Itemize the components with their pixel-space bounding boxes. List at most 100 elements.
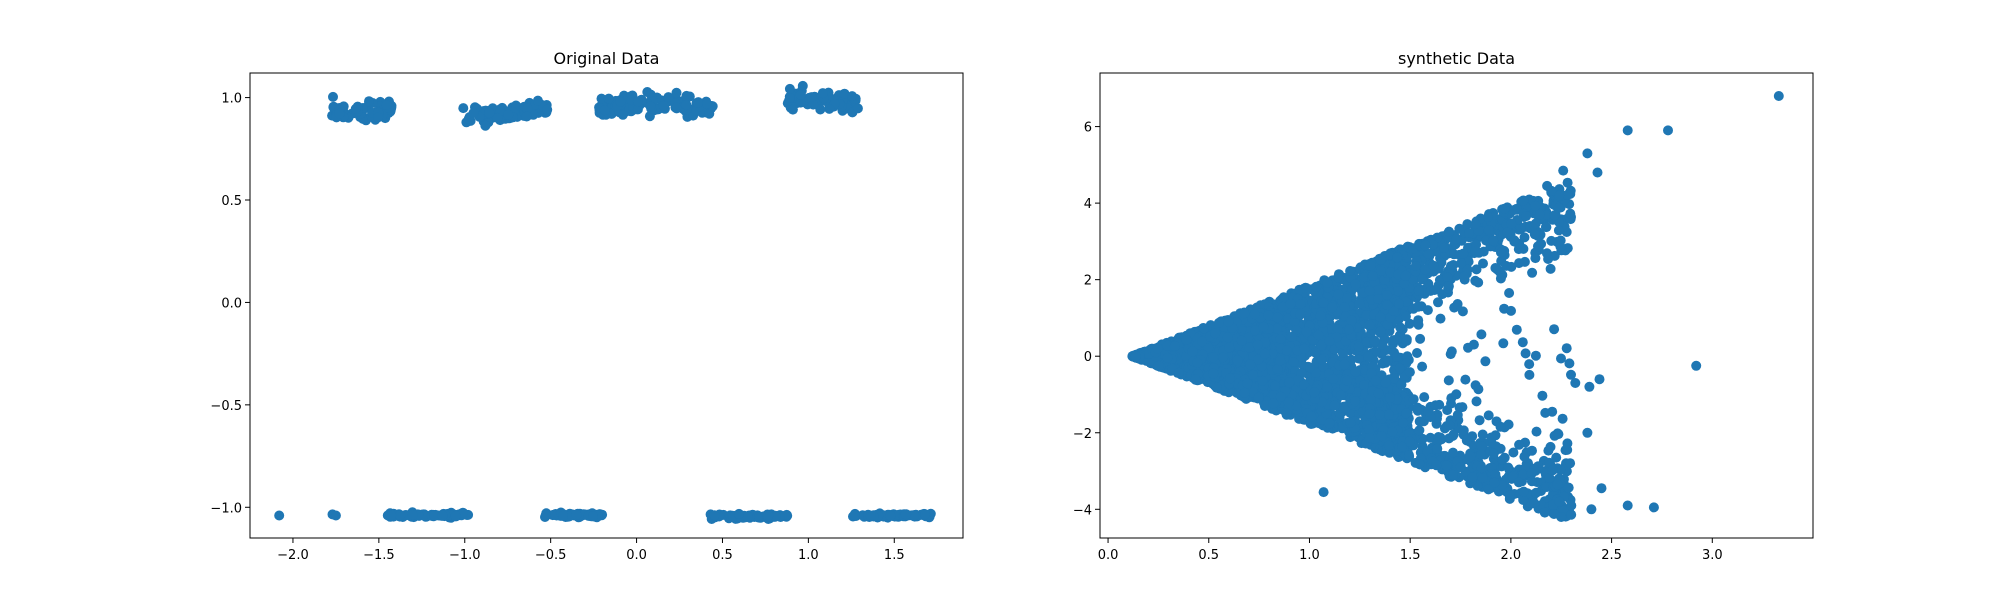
data-point (1286, 331, 1297, 342)
x-tick-label: −2.0 (277, 548, 309, 563)
data-point (1299, 379, 1310, 390)
data-point (1375, 312, 1386, 323)
data-point (797, 80, 808, 91)
data-point (1417, 361, 1428, 372)
data-point (1152, 343, 1163, 354)
data-point (1375, 254, 1386, 265)
data-point (734, 508, 744, 519)
data-point (1519, 232, 1530, 243)
data-point (1441, 460, 1452, 471)
data-point (1549, 210, 1560, 221)
data-point (1530, 200, 1541, 211)
data-point (1542, 180, 1553, 191)
data-point (1395, 322, 1406, 333)
data-point (1364, 433, 1375, 444)
data-point (1339, 359, 1350, 370)
data-point (1521, 211, 1532, 222)
data-point (1497, 455, 1508, 465)
data-point (1268, 398, 1279, 409)
x-tick-label: 0.0 (626, 548, 647, 563)
data-point (1363, 351, 1374, 362)
data-point (824, 103, 835, 114)
data-point (632, 104, 643, 115)
data-point (1373, 293, 1384, 304)
data-point (1422, 305, 1433, 316)
data-point (1490, 263, 1501, 273)
data-point (787, 104, 798, 115)
data-point (1428, 260, 1439, 271)
data-point (1284, 377, 1295, 388)
data-point (1367, 271, 1378, 281)
data-point (540, 510, 551, 521)
original-data-subplot: Original Data −2.0 −1.5 −1.0 −0.5 0.0 0.5 1.0 1… (210, 49, 964, 563)
data-point (588, 511, 598, 522)
data-point (1553, 202, 1564, 213)
data-point (1342, 375, 1353, 386)
data-point (1506, 218, 1517, 229)
data-point (1322, 277, 1333, 288)
data-point (1399, 278, 1410, 289)
data-point (1457, 306, 1468, 317)
data-point (1311, 281, 1322, 292)
data-point (1213, 317, 1224, 328)
data-point (1458, 248, 1469, 259)
data-point (492, 112, 503, 123)
y-axis: −1.0 −0.5 0.0 0.5 1.0 (210, 92, 250, 516)
subplot-title: synthetic Data (1398, 49, 1515, 68)
data-point (1413, 319, 1424, 330)
data-point (395, 510, 406, 521)
data-point (1451, 234, 1462, 245)
data-point (1555, 241, 1566, 252)
data-point (1517, 337, 1528, 348)
data-point (1434, 399, 1445, 410)
data-point (1324, 336, 1335, 346)
data-point (429, 510, 440, 521)
data-point (1483, 410, 1494, 421)
data-point (1414, 458, 1425, 469)
data-point (1460, 374, 1471, 385)
data-point (1376, 431, 1387, 442)
data-point (1353, 353, 1364, 364)
data-point (1420, 240, 1431, 251)
data-point (1420, 264, 1431, 275)
data-point (1530, 253, 1541, 264)
data-point (334, 108, 345, 119)
data-point (1389, 373, 1400, 384)
data-point (1432, 443, 1443, 454)
x-tick-label: 0.0 (1098, 548, 1119, 563)
data-point (1545, 441, 1556, 452)
data-point (1446, 346, 1457, 357)
data-point (407, 510, 418, 521)
data-point (1359, 380, 1369, 390)
data-point (1467, 431, 1478, 442)
data-point (1539, 507, 1550, 518)
data-point (1299, 343, 1310, 354)
data-point (1328, 373, 1339, 384)
data-point (1374, 409, 1385, 420)
data-point (1272, 323, 1282, 334)
data-point (1483, 225, 1494, 236)
y-tick-label: 0.0 (221, 296, 242, 311)
data-point (1503, 419, 1514, 430)
data-point (909, 510, 920, 521)
x-tick-label: 1.5 (1400, 548, 1421, 563)
data-point (1375, 326, 1386, 337)
data-point (1533, 241, 1543, 252)
data-point (1482, 212, 1493, 223)
data-point (1476, 329, 1487, 340)
data-point (784, 93, 795, 104)
data-point (795, 97, 806, 108)
data-point (795, 89, 806, 100)
data-point (1315, 310, 1326, 321)
data-point (1549, 324, 1560, 335)
data-point (1490, 469, 1501, 480)
data-point (1691, 360, 1702, 371)
data-point (1464, 228, 1474, 238)
data-point (521, 111, 532, 122)
data-point (1456, 258, 1466, 269)
data-point (1530, 350, 1541, 361)
data-point (1236, 335, 1247, 346)
data-point (558, 510, 568, 521)
data-point (330, 510, 341, 521)
